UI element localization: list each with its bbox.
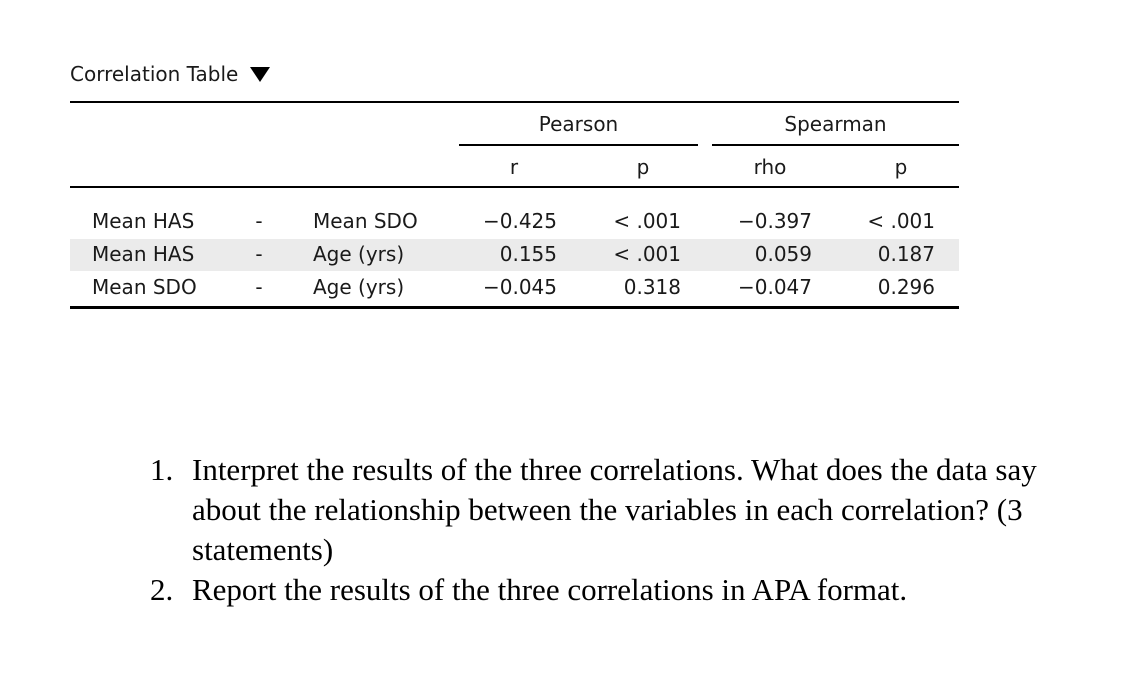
cell-pearson-r: −0.425 — [482, 209, 557, 233]
question-number: 1. — [150, 452, 174, 487]
row-var1: Mean HAS — [92, 242, 195, 266]
cell-pearson-p: < .001 — [613, 209, 681, 233]
table-title-bar: Correlation Table — [70, 62, 271, 86]
group-header-spearman: Spearman — [784, 112, 887, 136]
header-rule — [70, 186, 959, 188]
question-item: 2. Report the results of the three corre… — [150, 570, 1080, 610]
question-text: Report the results of the three correlat… — [192, 572, 908, 607]
cell-spearman-rho: −0.047 — [737, 275, 812, 299]
row-separator: - — [255, 242, 263, 266]
cell-spearman-p: 0.187 — [877, 242, 935, 266]
column-header-r: r — [509, 155, 519, 179]
row-var1: Mean HAS — [92, 209, 195, 233]
cell-pearson-p: < .001 — [613, 242, 681, 266]
question-item: 1. Interpret the results of the three co… — [150, 450, 1080, 570]
row-separator: - — [255, 275, 263, 299]
question-text: Interpret the results of the three corre… — [192, 452, 1037, 567]
row-var2: Age (yrs) — [313, 242, 405, 266]
row-var2: Mean SDO — [313, 209, 418, 233]
collapse-triangle-icon[interactable] — [250, 66, 271, 82]
column-header-pearson-p: p — [636, 155, 650, 179]
row-var2: Age (yrs) — [313, 275, 405, 299]
group-header-pearson: Pearson — [538, 112, 619, 136]
row-shading — [70, 239, 959, 271]
cell-pearson-p: 0.318 — [623, 275, 681, 299]
cell-spearman-rho: −0.397 — [737, 209, 812, 233]
bottom-rule — [70, 306, 959, 309]
row-separator: - — [255, 209, 263, 233]
question-number: 2. — [150, 572, 174, 607]
column-header-spearman-p: p — [894, 155, 908, 179]
pearson-group-rule — [459, 144, 698, 146]
cell-spearman-p: < .001 — [867, 209, 935, 233]
column-header-rho: rho — [753, 155, 787, 179]
cell-spearman-rho: 0.059 — [754, 242, 812, 266]
cell-spearman-p: 0.296 — [877, 275, 935, 299]
row-var1: Mean SDO — [92, 275, 197, 299]
cell-pearson-r: −0.045 — [482, 275, 557, 299]
table-title: Correlation Table — [70, 62, 239, 86]
spearman-group-rule — [712, 144, 959, 146]
question-list: 1. Interpret the results of the three co… — [150, 450, 1080, 610]
cell-pearson-r: 0.155 — [499, 242, 557, 266]
top-rule — [70, 101, 959, 103]
